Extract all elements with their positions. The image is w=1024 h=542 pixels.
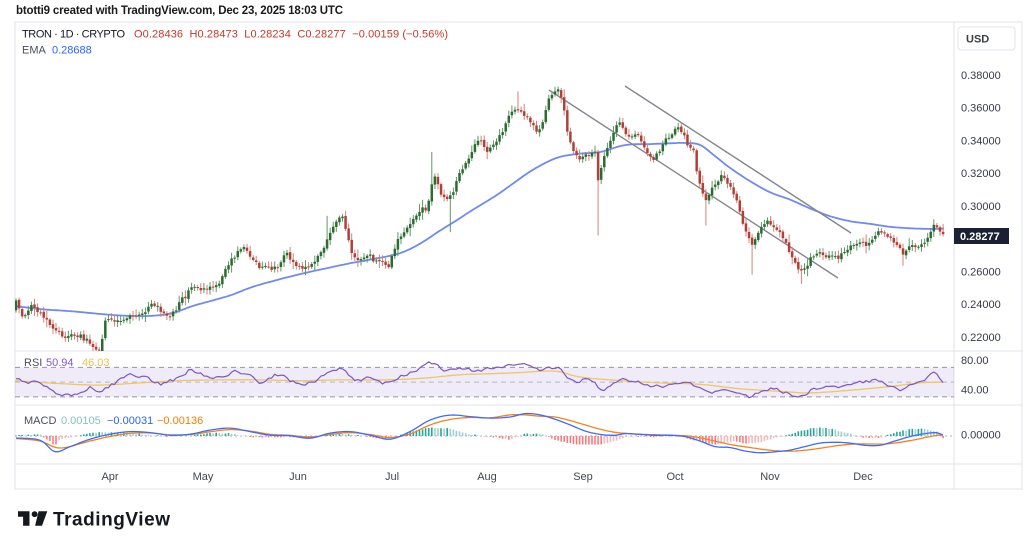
svg-text:40.00: 40.00 [961,385,989,397]
svg-text:80.00: 80.00 [961,355,989,367]
svg-text:0.00105: 0.00105 [61,415,101,427]
svg-text:0.26000: 0.26000 [961,266,1001,278]
svg-text:−0.00031: −0.00031 [107,415,153,427]
svg-text:0.00000: 0.00000 [961,430,1001,442]
svg-text:May: May [193,471,214,483]
svg-text:0.24000: 0.24000 [961,299,1001,311]
svg-text:TradingView: TradingView [53,510,170,531]
svg-text:0.30000: 0.30000 [961,201,1001,213]
svg-text:RSI: RSI [24,357,42,369]
svg-text:0.34000: 0.34000 [961,135,1001,147]
svg-text:Sep: Sep [573,471,593,483]
svg-text:Dec: Dec [853,471,873,483]
svg-text:Oct: Oct [666,471,683,483]
svg-text:0.38000: 0.38000 [961,70,1001,82]
svg-text:Nov: Nov [760,471,780,483]
svg-text:50.94: 50.94 [46,357,74,369]
svg-text:−0.00136: −0.00136 [157,415,203,427]
svg-text:Jun: Jun [289,471,307,483]
svg-text:MACD: MACD [24,415,56,427]
svg-text:Jul: Jul [385,471,399,483]
svg-text:0.28688: 0.28688 [52,45,92,57]
svg-text:EMA: EMA [22,45,47,57]
svg-text:Aug: Aug [477,471,497,483]
svg-text:0.32000: 0.32000 [961,168,1001,180]
svg-text:0.36000: 0.36000 [961,103,1001,115]
svg-text:btotti9 created with TradingVi: btotti9 created with TradingView.com, De… [16,5,343,17]
svg-text:0.28277: 0.28277 [960,231,1000,243]
svg-text:Apr: Apr [101,471,118,483]
svg-text:TRON · 1D · CRYPTO: TRON · 1D · CRYPTO [22,29,125,41]
svg-text:USD: USD [966,34,989,46]
svg-text:46.03: 46.03 [82,357,110,369]
svg-text:O0.28436 H0.28473 L0.28234: O0.28436 H0.28473 L0.28234 C0.28277 −0.0… [134,29,448,41]
svg-text:0.22000: 0.22000 [961,332,1001,344]
